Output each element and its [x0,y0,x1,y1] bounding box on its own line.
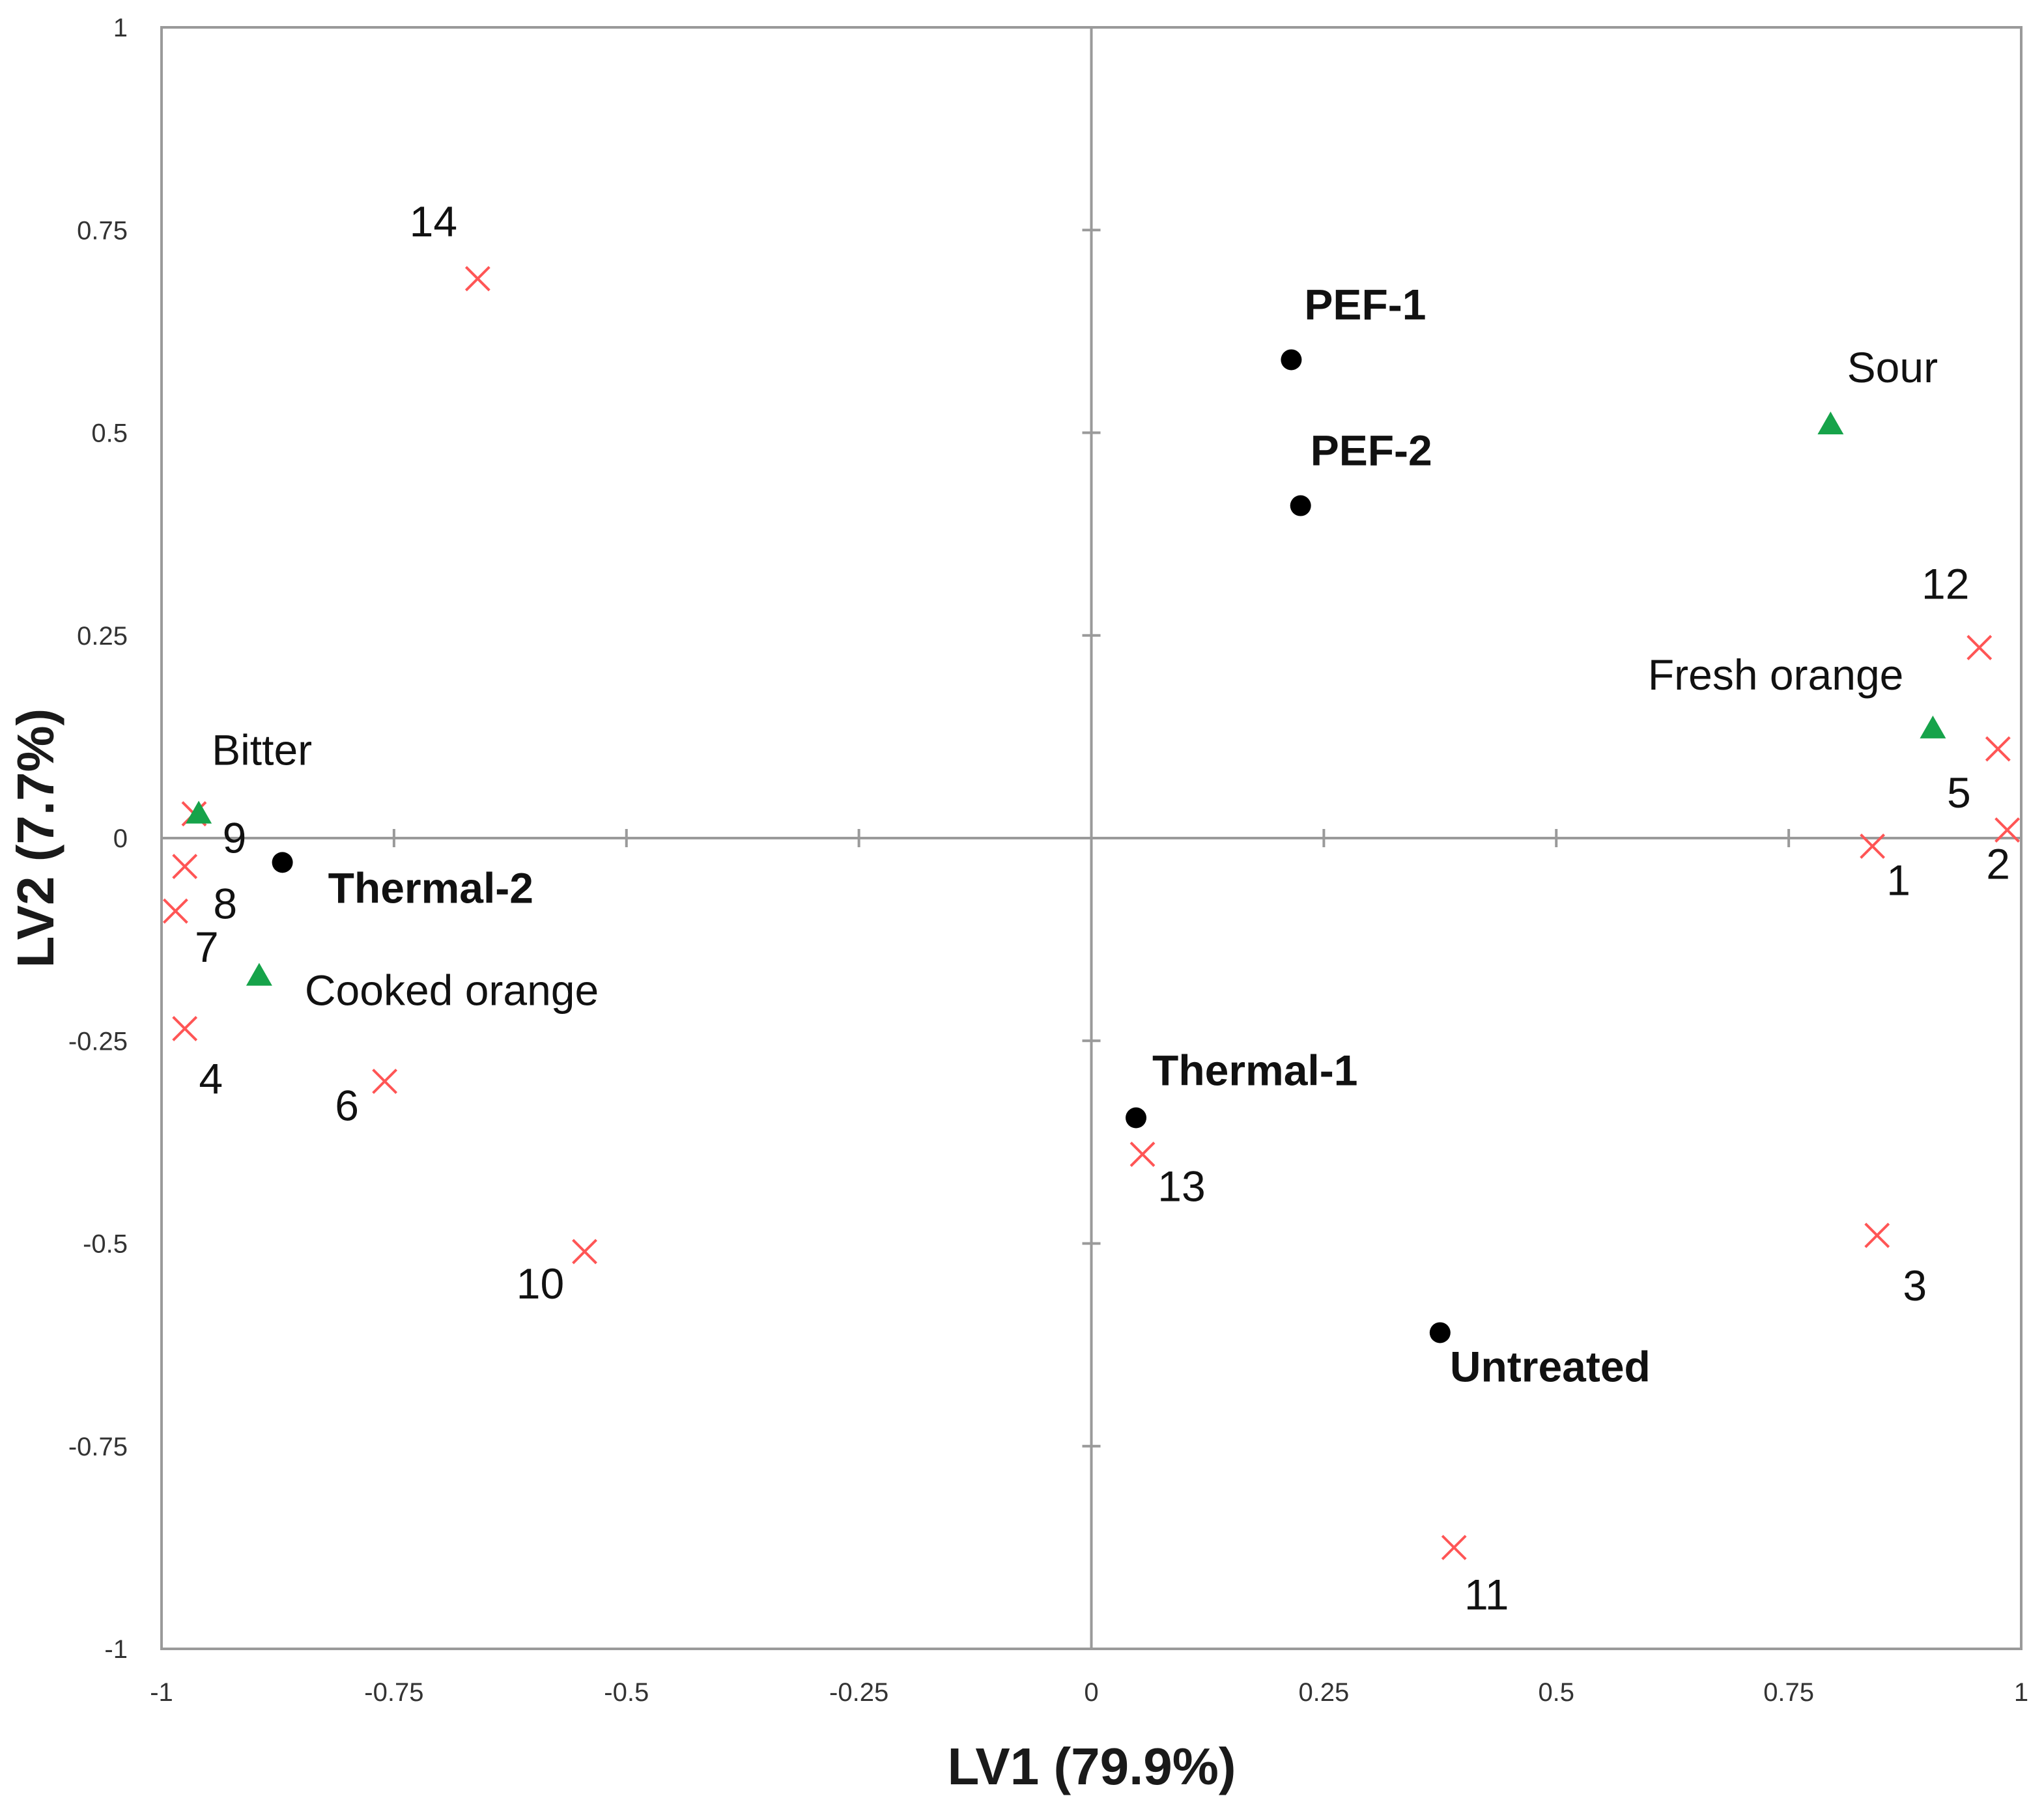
point-label-6: 6 [335,1082,359,1130]
point-label-2: 2 [1986,840,2010,888]
point-label-10: 10 [517,1259,564,1308]
y-axis-title: LV2 (7.7%) [7,709,64,968]
point-label-9: 9 [223,814,247,862]
y-tick-label: 1 [113,14,128,42]
point-label-thermal-1: Thermal-1 [1152,1046,1357,1095]
sample-marker-pef-1 [1281,349,1302,371]
y-tick-label: 0.75 [77,216,128,245]
y-tick-label: -0.5 [83,1230,128,1259]
panelist-marker-13 [1129,1142,1156,1167]
attribute-marker-sour [1817,412,1844,435]
point-label-1: 1 [1886,856,1910,904]
sample-marker-thermal-1 [1126,1107,1147,1129]
panelist-marker-11 [1441,1534,1467,1560]
x-tick-labels: -1 -0.75 -0.5 -0.25 0 0.25 0.5 0.75 1 [150,1678,2028,1707]
panelist-marker-3 [1864,1222,1890,1248]
sample-marker-pef-2 [1290,495,1311,516]
point-label-5: 5 [1947,768,1971,817]
y-tick-label: 0.25 [77,622,128,651]
x-tick-label: -0.5 [604,1678,649,1707]
point-label-7: 7 [195,923,219,971]
attribute-marker-fresh-orange [1920,715,1946,738]
x-tick-label: 0.5 [1538,1678,1574,1707]
y-tick-label: -0.25 [68,1027,128,1056]
x-tick-label: 0.75 [1763,1678,1814,1707]
panelist-marker-10 [572,1239,597,1265]
x-tick-label: -0.75 [364,1678,423,1707]
sample-marker-thermal-2 [272,852,293,873]
panelist-marker-1 [1860,834,1886,859]
point-label-3: 3 [1903,1261,1927,1310]
y-tick-label: 0 [113,824,128,853]
point-label-fresh-orange: Fresh orange [1648,651,1904,699]
point-label-12: 12 [1922,559,1969,608]
point-label-14: 14 [410,197,457,246]
point-label-bitter: Bitter [212,726,312,774]
x-tick-label: 1 [2014,1678,2028,1707]
y-tick-label: -0.75 [68,1433,128,1461]
tick-marks [160,26,2023,1650]
x-tick-label: -0.25 [829,1678,888,1707]
y-tick-label: -1 [104,1635,128,1664]
y-tick-label: 0.5 [91,419,128,448]
point-label-untreated: Untreated [1450,1342,1651,1390]
panelist-marker-12 [1966,635,1993,660]
point-label-cooked-orange: Cooked orange [305,966,599,1015]
panelist-marker-4 [172,1016,198,1041]
point-label-4: 4 [199,1055,223,1103]
panelist-marker-5 [1985,736,2011,762]
x-tick-label: 0 [1084,1678,1098,1707]
attribute-marker-cooked-orange [246,962,272,986]
panelist-marker-8 [172,854,198,879]
sample-marker-untreated [1429,1322,1451,1343]
point-label-pef-2: PEF-2 [1311,427,1432,475]
panelist-marker-2 [1994,817,2021,843]
point-label-thermal-2: Thermal-2 [328,863,533,912]
panelist-marker-14 [464,266,490,292]
x-axis-title: LV1 (79.9%) [947,1737,1236,1795]
x-tick-label: -1 [150,1678,173,1707]
point-label-pef-1: PEF-1 [1304,280,1426,328]
panelist-marker-7 [162,898,188,924]
data-markers [162,266,2021,1560]
attribute-marker-bitter [186,800,212,824]
point-label-8: 8 [213,880,237,928]
panelist-marker-6 [372,1069,398,1094]
y-tick-labels: -1 -0.75 -0.5 -0.25 0 0.25 0.5 0.75 1 [68,14,128,1664]
point-label-11: 11 [1464,1570,1509,1618]
point-label-13: 13 [1157,1162,1205,1211]
x-tick-label: 0.25 [1298,1678,1349,1707]
point-label-sour: Sour [1847,343,1938,391]
